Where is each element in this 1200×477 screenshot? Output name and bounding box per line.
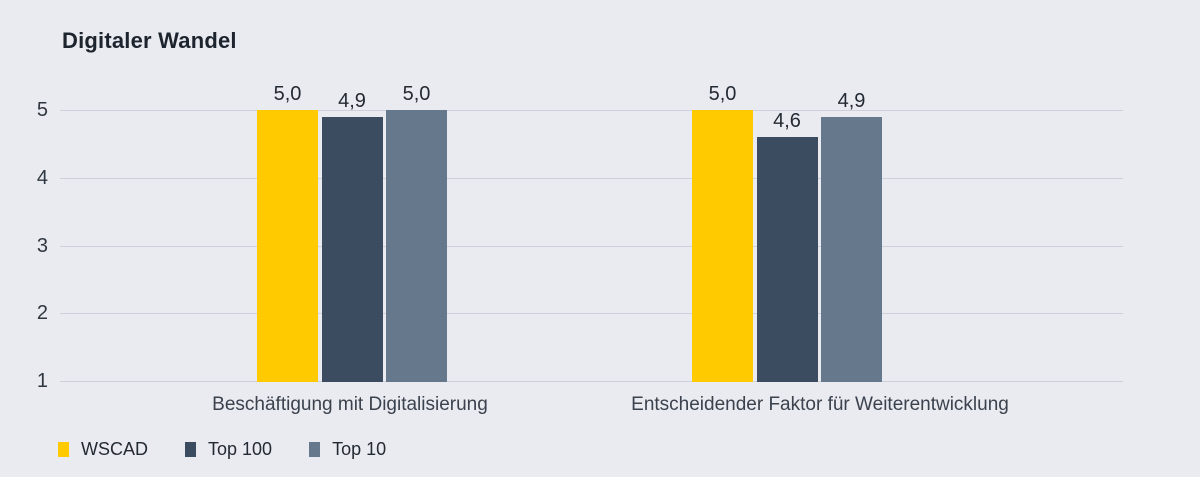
bar-top-10-entscheidender-faktor-f-r-weiterentwicklung (821, 116, 882, 382)
legend-swatch-top-10 (309, 441, 321, 457)
y-axis-tick-3: 3 (36, 234, 48, 257)
legend: WSCAD Top 100 Top 10 (58, 438, 423, 460)
bar-wscad-entscheidender-faktor-f-r-weiterentwicklung (692, 110, 753, 382)
bar-top-10-besch-ftigung-mit-digitalisierung (386, 110, 447, 382)
bar-wscad-besch-ftigung-mit-digitalisierung (257, 110, 318, 382)
legend-swatch-top-100 (185, 441, 196, 457)
value-label-top-10-entscheidender-faktor-f-r-weiterentwicklung: 4,9 (837, 89, 866, 112)
legend-item-wscad: WSCAD (58, 439, 148, 460)
gridline-y-4 (60, 177, 1123, 179)
legend-item-top-100: Top 100 (185, 439, 272, 460)
gridline-y-3 (60, 245, 1123, 247)
value-label-top-100-besch-ftigung-mit-digitalisierung: 4,9 (338, 89, 366, 112)
bar-top-100-besch-ftigung-mit-digitalisierung (321, 116, 383, 382)
chart-title: Digitaler Wandel (62, 28, 237, 53)
gridline-y-1 (60, 381, 1123, 382)
value-label-wscad-entscheidender-faktor-f-r-weiterentwicklung: 5,0 (708, 83, 737, 105)
legend-swatch-wscad (58, 441, 69, 457)
gridline-y-2 (60, 313, 1123, 315)
legend-item-top-10: Top 10 (309, 439, 386, 460)
y-axis-tick-4: 4 (36, 166, 48, 189)
y-axis-tick-5: 5 (36, 99, 48, 121)
gridline-y-5 (60, 110, 1123, 111)
y-axis-tick-1: 1 (36, 370, 48, 392)
value-label-top-10-besch-ftigung-mit-digitalisierung: 5,0 (402, 83, 431, 105)
legend-label-top-100: Top 100 (208, 438, 273, 459)
category-label-besch-ftigung-mit-digitalisierung: Beschäftigung mit Digitalisierung (212, 394, 488, 415)
y-axis-tick-2: 2 (36, 302, 48, 325)
category-label-entscheidender-faktor-f-r-weiterentwicklung: Entscheidender Faktor für Weiterentwickl… (631, 394, 1009, 415)
legend-label-top-10: Top 10 (332, 438, 387, 459)
legend-label-wscad: WSCAD (81, 438, 148, 459)
bar-top-100-entscheidender-faktor-f-r-weiterentwicklung (756, 137, 818, 382)
value-label-wscad-besch-ftigung-mit-digitalisierung: 5,0 (273, 83, 302, 105)
value-label-top-100-entscheidender-faktor-f-r-weiterentwicklung: 4,6 (773, 110, 801, 133)
